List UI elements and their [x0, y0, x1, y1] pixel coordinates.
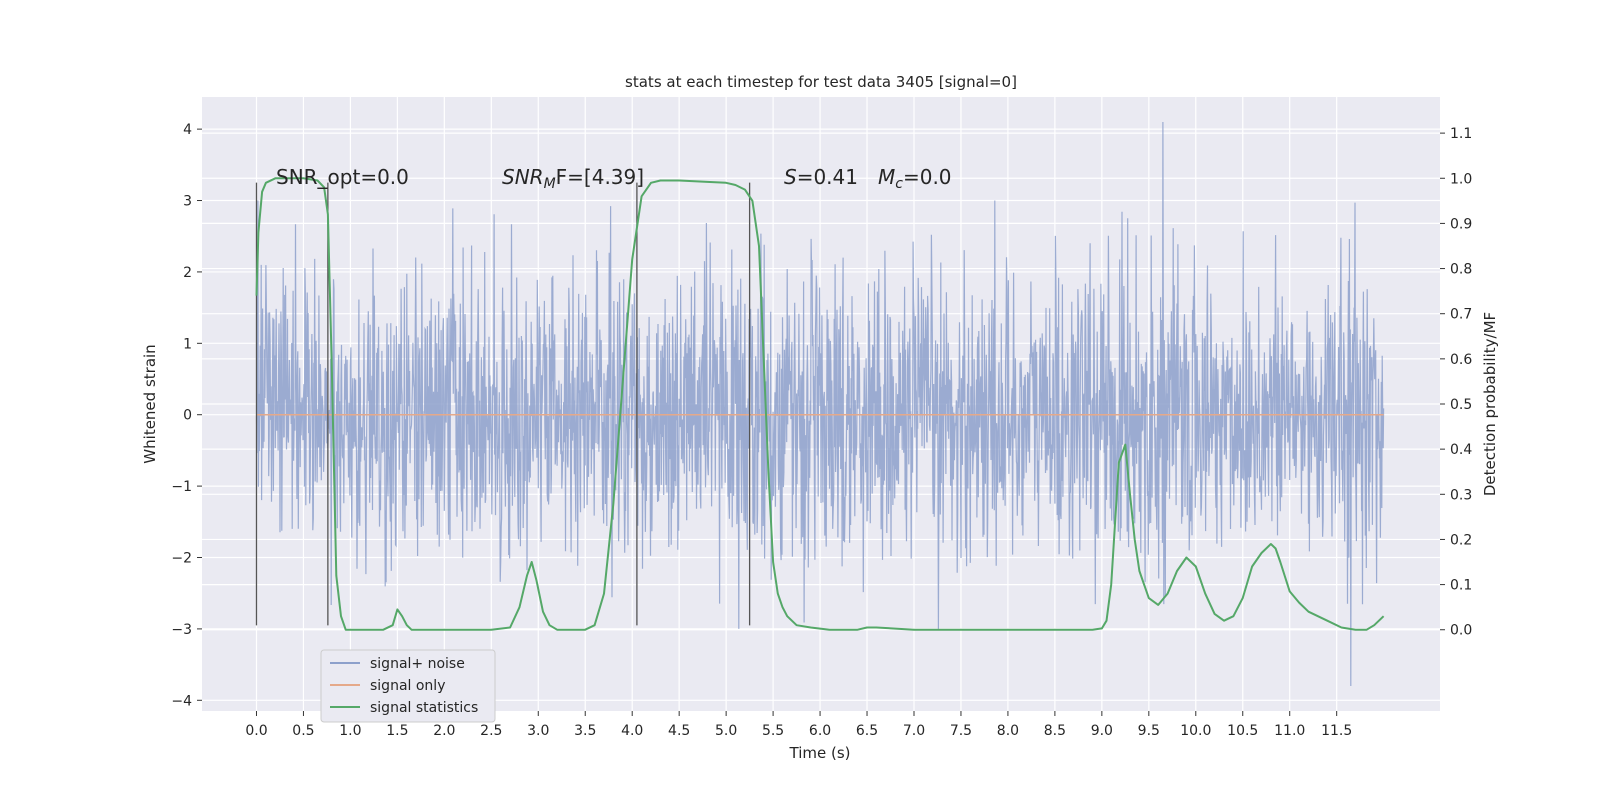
- x-tick-label: 1.5: [386, 723, 408, 739]
- x-tick-label: 9.0: [1091, 723, 1113, 739]
- y-right-tick-label: 1.1: [1450, 126, 1472, 142]
- x-tick-label: 8.0: [997, 723, 1019, 739]
- x-tick-label: 10.5: [1227, 723, 1258, 739]
- x-tick-label: 5.0: [715, 723, 737, 739]
- y-left-tick-label: 3: [183, 194, 192, 210]
- annotation-snr-mf-sub: M: [544, 176, 556, 192]
- y-right-tick-label: 0.3: [1450, 487, 1472, 503]
- y-right-tick-label: 0.8: [1450, 262, 1472, 278]
- annotation-snr-opt: SNR_opt=0.0: [276, 165, 409, 189]
- vertical-markers-group: [255, 182, 751, 626]
- legend-label-noise: signal+ noise: [370, 656, 465, 672]
- y-right-axis-title: Detection probability/MF: [1481, 312, 1499, 496]
- y-right-tick-label: 0.0: [1450, 623, 1472, 639]
- x-tick-label: 4.0: [621, 723, 643, 739]
- annotation-s: S=0.41: [784, 165, 858, 189]
- x-tick-label: 0.5: [292, 723, 314, 739]
- legend: signal+ noise signal only signal statist…: [320, 649, 496, 723]
- x-axis-title: Time (s): [789, 744, 851, 762]
- annotation-mc: Mc=0.0: [878, 165, 952, 192]
- annotation-mc-value: =0.0: [903, 165, 952, 189]
- y-left-tick-label: 1: [183, 336, 192, 352]
- y-left-axis-title: Whitened strain: [141, 344, 159, 463]
- statistics-group: [255, 177, 1385, 631]
- y-left-ticks: −4 −3 −2 −1 0 1 2 3 4: [171, 122, 202, 709]
- x-tick-label: 2.5: [480, 723, 502, 739]
- annotation-s-value: =0.41: [797, 165, 858, 189]
- y-right-ticks: 0.0 0.1 0.2 0.3 0.4 0.5 0.6 0.7 0.8 0.9 1.0 1.1: [1440, 126, 1472, 639]
- x-tick-label: 0.0: [245, 723, 267, 739]
- x-tick-label: 1.0: [339, 723, 361, 739]
- y-right-tick-label: 0.9: [1450, 216, 1472, 232]
- y-left-tick-label: 2: [183, 265, 192, 281]
- y-right-tick-label: 1.0: [1450, 171, 1472, 187]
- annotation-snr-mf-main: SNR: [502, 165, 544, 189]
- series-noise-line: [255, 121, 1385, 687]
- x-tick-label: 4.5: [668, 723, 690, 739]
- chart-title: stats at each timestep for test data 340…: [625, 73, 1017, 91]
- x-tick-label: 9.5: [1138, 723, 1160, 739]
- y-right-tick-label: 0.5: [1450, 397, 1472, 413]
- x-ticks: 0.0 0.5 1.0 1.5 2.0 2.5 3.0 3.5 4.0 4.5 5.0 5.5 6.0 6…: [245, 711, 1352, 739]
- series-statistics-line: [255, 177, 1385, 631]
- y-right-tick-label: 0.4: [1450, 442, 1472, 458]
- y-left-tick-label: −3: [171, 622, 192, 638]
- annotation-mc-main: M: [878, 165, 895, 189]
- x-tick-label: 7.5: [950, 723, 972, 739]
- x-tick-label: 11.0: [1274, 723, 1305, 739]
- x-tick-label: 2.0: [433, 723, 455, 739]
- x-tick-label: 3.5: [574, 723, 596, 739]
- noise-trace-group: [255, 121, 1385, 687]
- y-left-tick-label: 4: [183, 122, 192, 138]
- x-tick-label: 10.0: [1180, 723, 1211, 739]
- y-right-tick-label: 0.1: [1450, 578, 1472, 594]
- legend-box: [320, 649, 496, 723]
- y-left-tick-label: −4: [171, 693, 192, 709]
- y-left-tick-label: 0: [183, 408, 192, 424]
- x-tick-label: 7.0: [903, 723, 925, 739]
- annotation-snr-mf: SNRMF=[4.39]: [502, 165, 644, 192]
- x-tick-label: 11.5: [1321, 723, 1352, 739]
- y-right-tick-label: 0.2: [1450, 532, 1472, 548]
- x-tick-label: 5.5: [762, 723, 784, 739]
- legend-label-signal: signal only: [370, 678, 445, 694]
- x-tick-label: 8.5: [1044, 723, 1066, 739]
- y-left-tick-label: −1: [171, 479, 192, 495]
- annotation-s-label: S: [784, 165, 797, 189]
- x-tick-label: 6.5: [856, 723, 878, 739]
- legend-label-statistics: signal statistics: [370, 700, 478, 716]
- y-right-tick-label: 0.6: [1450, 352, 1472, 368]
- x-tick-label: 3.0: [527, 723, 549, 739]
- y-right-tick-label: 0.7: [1450, 307, 1472, 323]
- x-tick-label: 6.0: [809, 723, 831, 739]
- annotation-mc-sub: c: [895, 176, 903, 192]
- y-left-tick-label: −2: [171, 551, 192, 567]
- annotation-snr-mf-rest: F=[4.39]: [556, 165, 644, 189]
